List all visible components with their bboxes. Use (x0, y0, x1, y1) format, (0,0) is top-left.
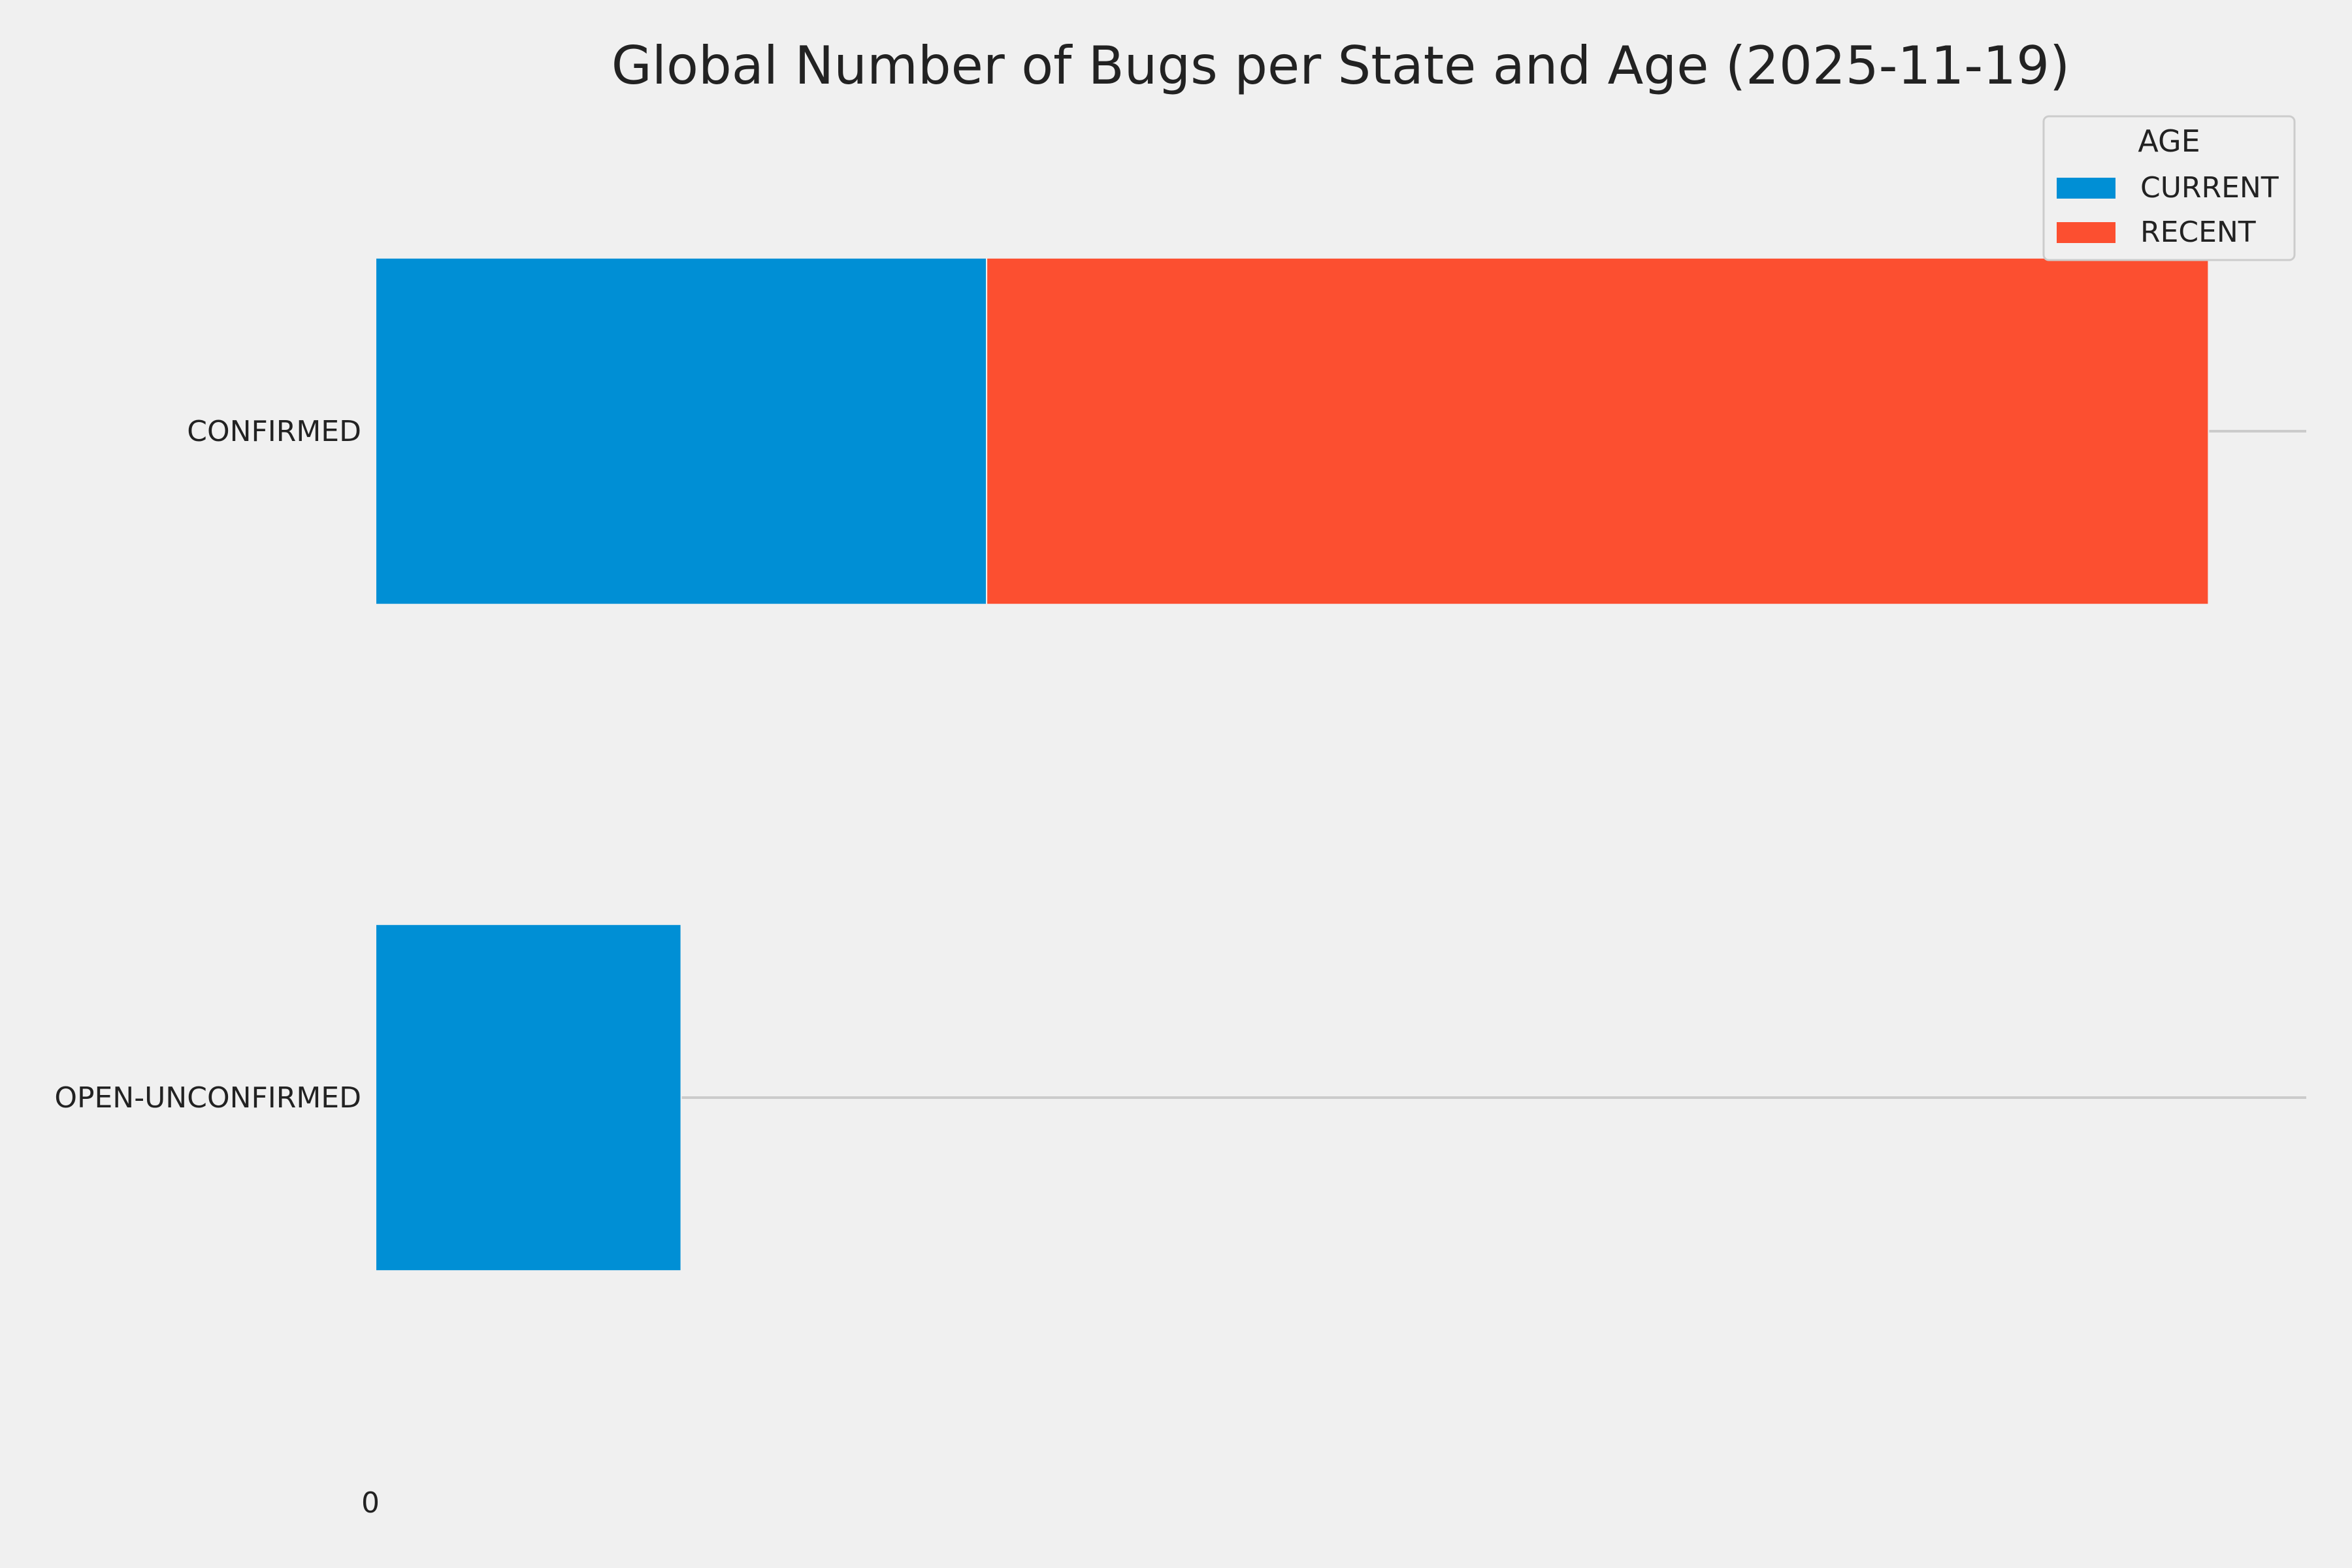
legend-swatch-current (2057, 178, 2115, 199)
y-tick-label: CONFIRMED (187, 415, 361, 448)
legend: AGE CURRENT RECENT (2042, 115, 2296, 261)
legend-swatch-recent (2057, 222, 2115, 243)
x-tick-label: 0 (361, 1486, 380, 1520)
legend-label-current: CURRENT (2140, 171, 2279, 204)
bar-confirmed-current (375, 257, 988, 606)
legend-title: AGE (2138, 123, 2200, 159)
bar-confirmed-recent (986, 257, 2210, 606)
bar-open-unconfirmed-current (375, 923, 682, 1272)
y-tick-label: OPEN-UNCONFIRMED (54, 1081, 361, 1115)
chart-title: Global Number of Bugs per State and Age … (612, 35, 2070, 96)
legend-label-recent: RECENT (2140, 216, 2256, 249)
bar-layer (375, 257, 2210, 1272)
axis-layer: CONFIRMED OPEN-UNCONFIRMED 0 (54, 415, 380, 1520)
